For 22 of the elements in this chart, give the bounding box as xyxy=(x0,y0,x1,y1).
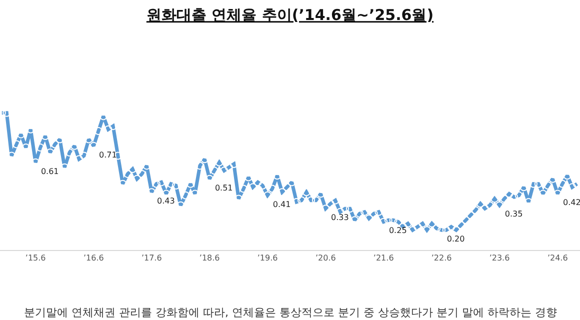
text: 분기말에 연체채권 관리를 강화함에 따라, 연체율은 통상적으로 분기 중 상승했다가 분기 말에 하락하는 경향 xyxy=(24,306,557,319)
x-tick-label: ’20.6 xyxy=(315,254,336,263)
data-label: 0.61 xyxy=(40,166,59,176)
chart-title: 원화대출 연체율 추이(’14.6월~’25.6월) xyxy=(146,6,434,24)
data-label: 0.20 xyxy=(446,234,465,244)
x-tick-label: ’24.6 xyxy=(547,254,568,263)
data-label: 0.43 xyxy=(157,196,175,206)
x-tick-label: ’17.6 xyxy=(141,254,162,263)
data-label: 0.35 xyxy=(504,210,523,219)
x-tick-label: ’21.6 xyxy=(373,254,394,263)
x-tick-label: ’23.6 xyxy=(489,254,510,263)
x-tick-label: ’16.6 xyxy=(84,254,104,263)
data-label: 0.42 xyxy=(562,198,580,208)
x-tick-label: ’22.6 xyxy=(431,254,452,263)
x-tick-label: ’19.6 xyxy=(257,254,278,263)
x-tick-label: ’18.6 xyxy=(199,254,220,263)
x-tick-label: ’15.6 xyxy=(25,254,46,263)
data-label: 0.51 xyxy=(214,183,233,192)
data-label: 0.71 xyxy=(99,150,117,160)
data-label: 0.41 xyxy=(272,200,291,209)
data-label: 0.33 xyxy=(331,212,349,222)
data-label: 0.25 xyxy=(388,226,407,236)
